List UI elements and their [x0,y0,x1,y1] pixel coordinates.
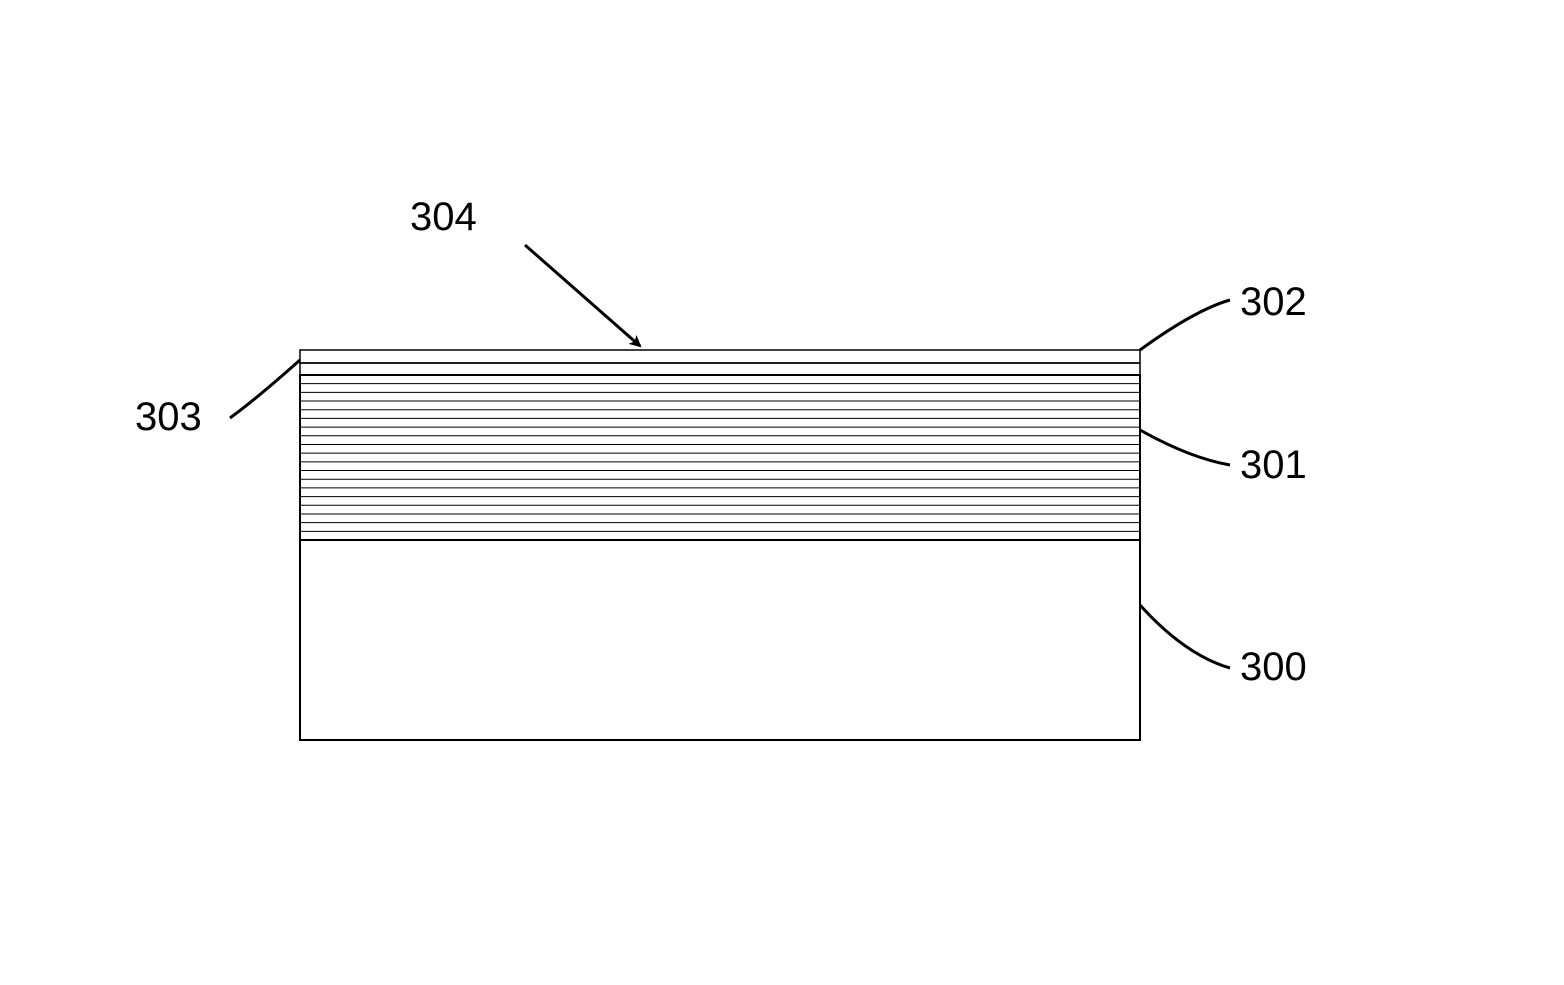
callout-303-leader [230,360,300,418]
layer-300-substrate [300,540,1140,740]
callout-302-label: 302 [1240,280,1307,324]
callout-302-leader [1140,300,1230,350]
callout-300-label: 300 [1240,645,1307,689]
layer-303-thin [300,363,1140,375]
diagram-canvas: 304 302 303 301 300 [0,0,1564,985]
callout-304-label: 304 [410,195,477,239]
callout-301-label: 301 [1240,443,1307,487]
layer-301-hatched [300,375,1140,540]
callout-304-arrow [525,245,640,346]
callout-301-leader [1140,430,1230,465]
callout-303-label: 303 [135,395,202,439]
callout-300-leader [1140,605,1230,668]
layer-302-thin [300,350,1140,363]
